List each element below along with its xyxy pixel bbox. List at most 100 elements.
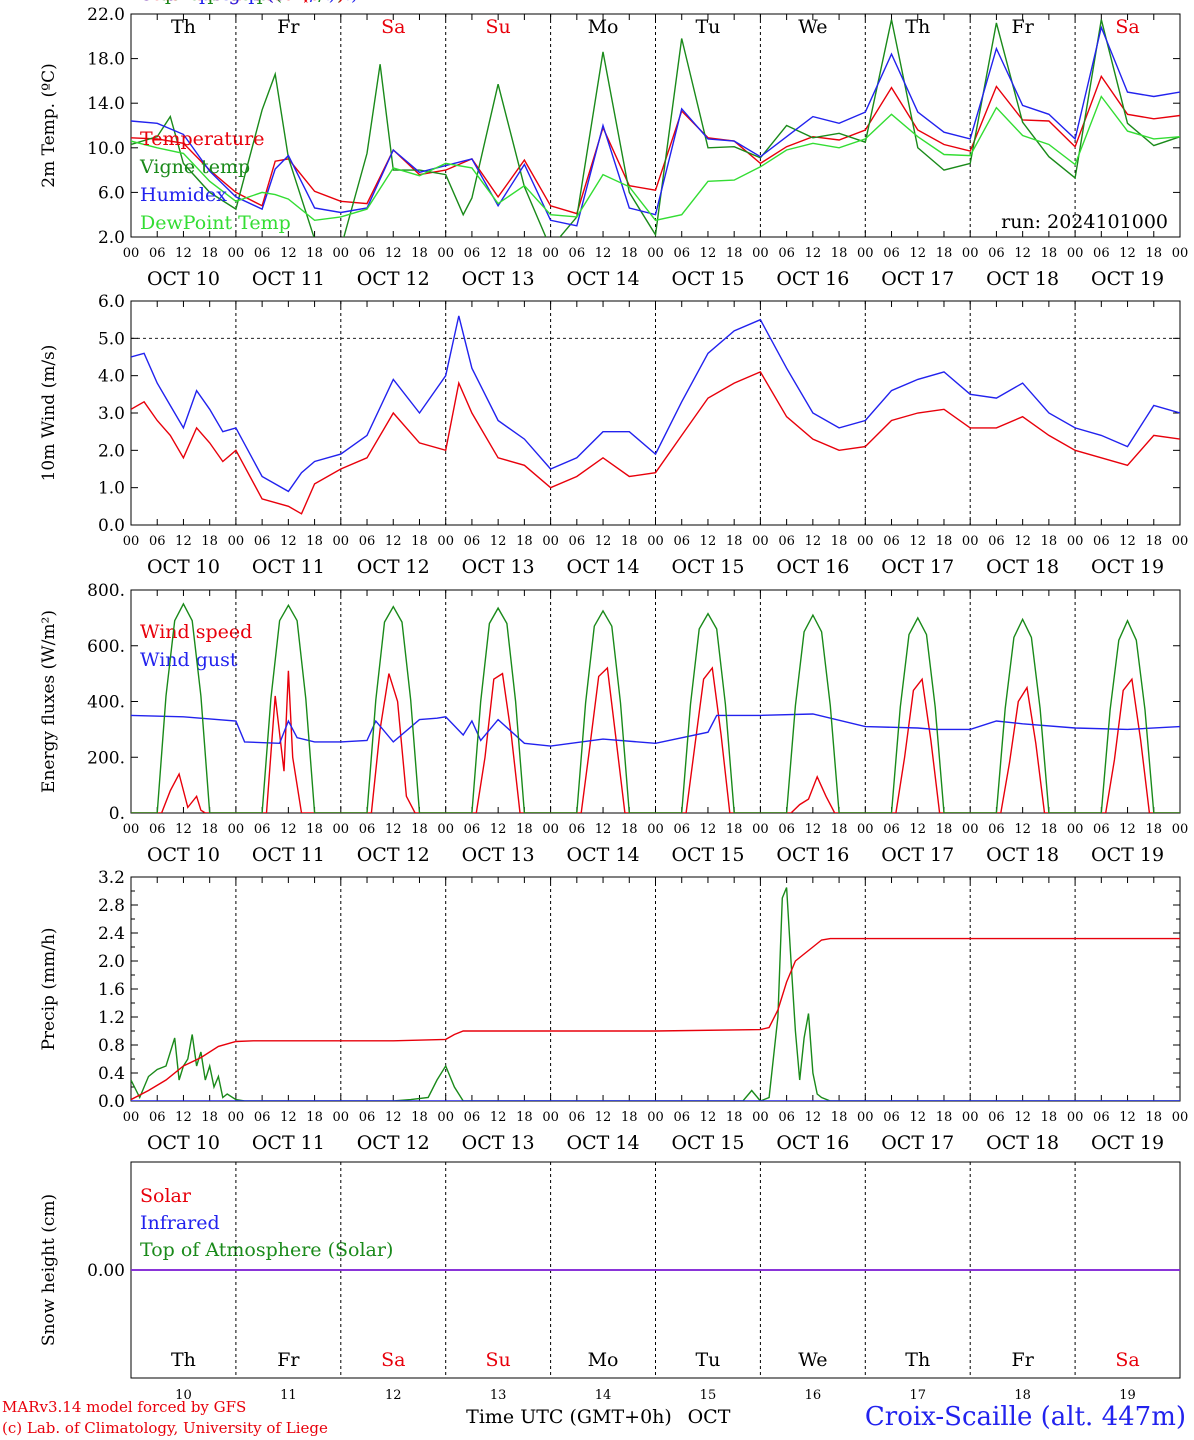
hour-tick-label: 12	[805, 1110, 822, 1125]
date-label: OCT 18	[986, 844, 1059, 866]
hour-tick-label: 00	[228, 534, 245, 549]
hour-tick-label: 00	[542, 822, 559, 837]
day-abbr-bottom: Fr	[277, 1349, 300, 1371]
hour-tick-label: 12	[175, 1110, 192, 1125]
hour-tick-label: 18	[831, 822, 848, 837]
hour-tick-label: 06	[464, 1110, 481, 1125]
series-line-vigne-temp	[131, 19, 1180, 237]
hour-tick-label: 06	[673, 1110, 690, 1125]
hour-tick-label: 00	[123, 534, 140, 549]
hour-tick-label: 12	[1014, 534, 1031, 549]
hour-tick-label: 06	[778, 822, 795, 837]
day-number-label: 18	[1014, 1388, 1031, 1403]
y-tick-label: 10.0	[87, 139, 125, 159]
day-abbr-top: Tu	[695, 16, 720, 38]
hour-tick-label: 06	[1093, 534, 1110, 549]
hour-tick-label: 18	[1146, 822, 1163, 837]
hour-tick-label: 18	[831, 534, 848, 549]
hour-tick-label: 00	[437, 822, 454, 837]
date-label: OCT 13	[462, 556, 535, 578]
hour-tick-label: 06	[569, 1110, 586, 1125]
date-label: OCT 17	[881, 556, 954, 578]
credit-line-lab: (c) Lab. of Climatology, University of L…	[2, 1419, 328, 1437]
hour-tick-label: 18	[936, 534, 953, 549]
hour-tick-label: 18	[621, 1110, 638, 1125]
y-tick-label: 400.	[87, 693, 125, 713]
date-label: OCT 19	[1091, 1132, 1164, 1154]
hour-tick-label: 06	[673, 534, 690, 549]
day-number-label: 16	[805, 1388, 822, 1403]
series-line-top-of-atmosphere-solar-	[131, 602, 1180, 813]
day-abbr-bottom: Sa	[1115, 1349, 1139, 1371]
y-tick-label: 0.4	[98, 1064, 125, 1084]
hour-tick-label: 00	[1067, 1110, 1084, 1125]
hour-tick-label: 06	[1093, 1110, 1110, 1125]
hour-tick-label: 12	[1119, 534, 1136, 549]
hour-tick-label: 00	[647, 534, 664, 549]
hour-tick-label: 00	[752, 246, 769, 261]
hour-tick-label: 06	[673, 822, 690, 837]
y-tick-label: 0.8	[98, 1036, 125, 1056]
legend-entry: Snow height (cm W.E.)	[140, 0, 358, 5]
hour-tick-label: 12	[490, 534, 507, 549]
hour-tick-label: 18	[831, 246, 848, 261]
hour-tick-label: 00	[1172, 246, 1189, 261]
day-number-label: 10	[175, 1388, 192, 1403]
day-abbr-top: Th	[171, 16, 196, 38]
hour-tick-label: 00	[1172, 1110, 1189, 1125]
day-number-label: 17	[909, 1388, 926, 1403]
y-tick-label: 1.2	[98, 1008, 125, 1028]
y-tick-label: 3.0	[98, 404, 125, 424]
y-tick-label: 0.	[109, 804, 125, 824]
hour-tick-label: 06	[569, 822, 586, 837]
hour-tick-label: 00	[752, 822, 769, 837]
day-abbr-bottom: Sa	[381, 1349, 405, 1371]
date-label: OCT 14	[567, 556, 640, 578]
y-tick-label: 14.0	[87, 94, 125, 114]
day-abbr-top: Fr	[1012, 16, 1035, 38]
y-axis-label: Snow height (cm)	[39, 1194, 59, 1346]
hour-tick-label: 18	[1146, 1110, 1163, 1125]
hour-tick-label: 00	[962, 246, 979, 261]
hour-tick-label: 12	[1119, 1110, 1136, 1125]
hour-tick-label: 18	[411, 1110, 428, 1125]
y-tick-label: 18.0	[87, 50, 125, 70]
y-axis-label: Precip (mm/h)	[39, 927, 59, 1050]
hour-tick-label: 06	[149, 1110, 166, 1125]
date-label: OCT 11	[252, 556, 325, 578]
hour-tick-label: 12	[1014, 246, 1031, 261]
hour-tick-label: 00	[752, 534, 769, 549]
day-abbr-bottom: Th	[171, 1349, 196, 1371]
x-axis-title: Time UTC (GMT+0h)	[466, 1406, 672, 1428]
hour-tick-label: 06	[883, 1110, 900, 1125]
hour-tick-label: 12	[805, 822, 822, 837]
day-abbr-top: Mo	[588, 16, 619, 38]
hour-tick-label: 18	[1041, 822, 1058, 837]
hour-tick-label: 18	[516, 534, 533, 549]
hour-tick-label: 18	[411, 534, 428, 549]
legend-entry: Total cumulated (cm)	[140, 0, 345, 5]
hour-tick-label: 00	[437, 1110, 454, 1125]
hour-tick-label: 06	[149, 534, 166, 549]
date-label: OCT 18	[986, 1132, 1059, 1154]
y-tick-label: 3.2	[98, 868, 125, 888]
hour-tick-label: 18	[936, 1110, 953, 1125]
hour-tick-label: 00	[962, 534, 979, 549]
panel-2: 0.0 1.0 2.0 3.0 4.0 5.0 6.0 10m Wind (m/s) Wind …	[39, 292, 1188, 671]
hour-tick-label: 12	[280, 822, 297, 837]
hour-tick-label: 00	[1172, 822, 1189, 837]
hour-tick-label: 12	[385, 1110, 402, 1125]
y-axis-label: Energy fluxes (W/m²)	[39, 610, 59, 793]
legend-entry: Infrared	[140, 1212, 220, 1234]
date-label: OCT 11	[252, 1132, 325, 1154]
hour-tick-label: 12	[909, 246, 926, 261]
hour-tick-label: 00	[1172, 534, 1189, 549]
date-label: OCT 17	[881, 268, 954, 290]
hour-tick-label: 00	[123, 822, 140, 837]
hour-tick-label: 18	[411, 246, 428, 261]
hour-tick-label: 12	[1014, 1110, 1031, 1125]
hour-tick-label: 06	[1093, 246, 1110, 261]
y-tick-label: 200.	[87, 748, 125, 768]
hour-tick-label: 18	[1041, 1110, 1058, 1125]
